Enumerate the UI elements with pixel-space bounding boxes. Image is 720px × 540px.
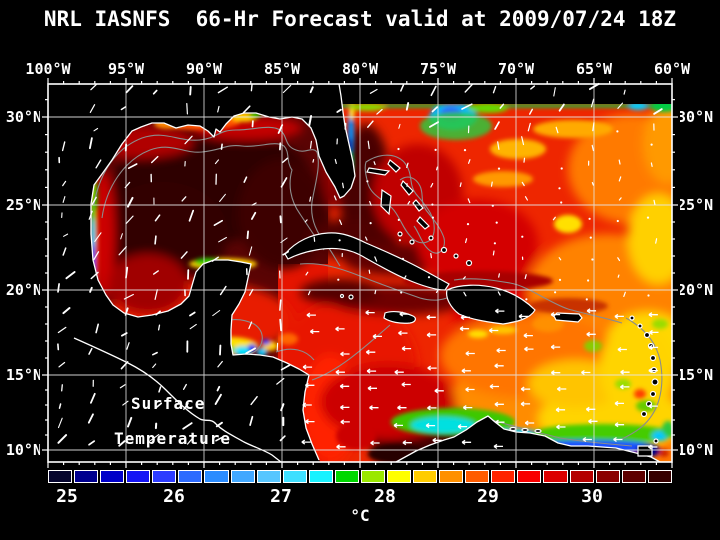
lon-tick-label: 85°W xyxy=(263,60,301,78)
lat-tick-label-left: 25°N xyxy=(5,196,42,214)
colorbar-cell xyxy=(48,470,73,483)
lat-tick-label-left: 10°N xyxy=(5,441,42,459)
lon-tick-label: 65°W xyxy=(575,60,613,78)
colorbar-cell xyxy=(152,470,177,483)
annotation-temperature: Temperature xyxy=(114,429,231,448)
colorbar-tick-label: 27 xyxy=(270,486,292,507)
colorbar-cell xyxy=(256,470,281,483)
lon-tick-label: 80°W xyxy=(341,60,379,78)
colorbar-cell xyxy=(491,470,516,483)
lon-tick-label: 70°W xyxy=(497,60,535,78)
lat-tick-label-left: 15°N xyxy=(5,366,42,384)
colorbar-cell xyxy=(621,470,646,483)
colorbar-cell xyxy=(465,470,490,483)
colorbar-tick-label: 29 xyxy=(477,486,499,507)
coastlines xyxy=(73,83,661,463)
colorbar-tick-label: 26 xyxy=(163,486,185,507)
colorbar-cell xyxy=(230,470,255,483)
colorbar-cell xyxy=(74,470,99,483)
lon-tick-label: 95°W xyxy=(107,60,145,78)
colorbar-cell xyxy=(100,470,125,483)
colorbar-cell xyxy=(360,470,386,483)
lat-tick-label-right: 25°N xyxy=(677,196,714,214)
lat-tick-label-right: 20°N xyxy=(677,281,714,299)
colorbar-tick-label: 28 xyxy=(374,486,396,507)
colorbar-cell xyxy=(543,470,568,483)
annotation-surface: Surface xyxy=(131,394,206,413)
colorbar-cell xyxy=(517,470,542,483)
lat-tick-label-left: 30°N xyxy=(5,108,42,126)
lat-tick-label-left: 20°N xyxy=(5,281,42,299)
colorbar-cell xyxy=(439,470,464,483)
lon-tick-label: 100°W xyxy=(25,60,71,78)
colorbar-cell xyxy=(595,470,620,483)
colorbar-cell xyxy=(126,470,151,483)
temperature-colorbar xyxy=(48,470,672,483)
lat-tick-label-right: 30°N xyxy=(677,108,714,126)
sst-map-canvas xyxy=(40,76,680,470)
lon-tick-label: 60°W xyxy=(653,60,691,78)
colorbar-tick-label: 30 xyxy=(581,486,603,507)
bathymetry-contours xyxy=(93,126,663,447)
colorbar-cell xyxy=(387,470,412,483)
colorbar-cell xyxy=(569,470,594,483)
lon-tick-label: 90°W xyxy=(185,60,223,78)
colorbar-unit-label: °C xyxy=(350,506,370,525)
figure-title: NRL IASNFS 66-Hr Forecast valid at 2009/… xyxy=(43,7,677,31)
map-frame xyxy=(47,83,673,463)
lat-tick-label-right: 10°N xyxy=(677,441,714,459)
colorbar-cell xyxy=(178,470,203,483)
colorbar-cell xyxy=(413,470,438,483)
colorbar-cell xyxy=(204,470,229,483)
colorbar-cell xyxy=(308,470,333,483)
lon-tick-label: 75°W xyxy=(419,60,457,78)
colorbar-cell xyxy=(334,470,359,483)
colorbar-cell xyxy=(282,470,307,483)
colorbar-tick-label: 25 xyxy=(56,486,78,507)
lat-tick-label-right: 15°N xyxy=(677,366,714,384)
colorbar-cell xyxy=(647,470,672,483)
